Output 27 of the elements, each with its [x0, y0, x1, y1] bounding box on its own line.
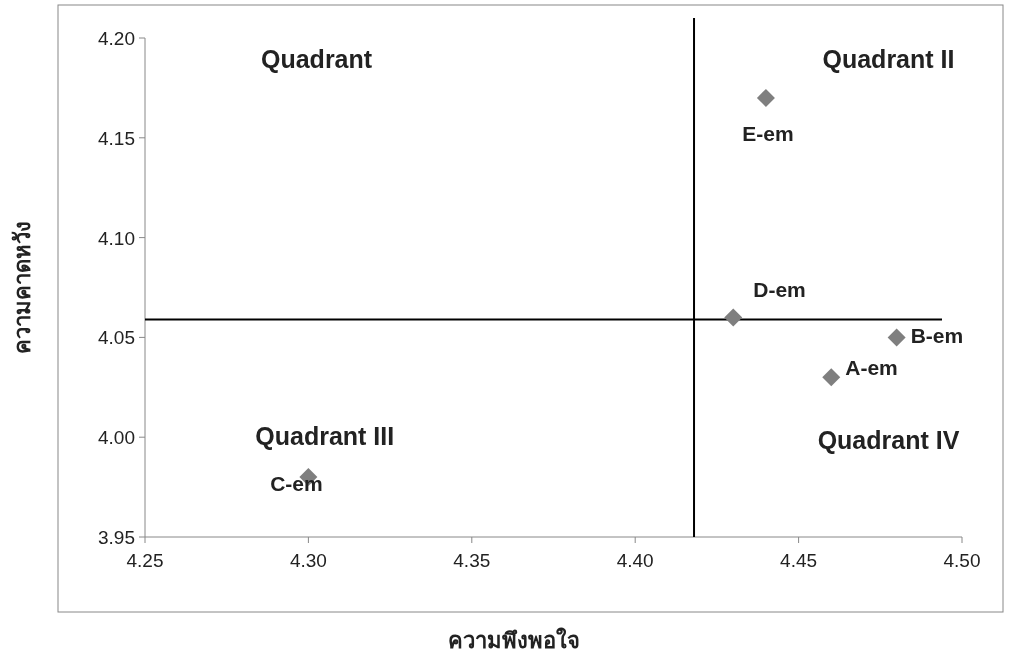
annotation: Quadrant	[261, 45, 373, 73]
y-tick-label: 4.05	[98, 327, 135, 349]
annotation: D-em	[753, 278, 806, 302]
annotation: E-em	[742, 121, 794, 145]
y-tick-label: 4.15	[98, 127, 135, 149]
x-tick-label: 4.35	[453, 550, 491, 571]
annotation: Quadrant III	[255, 422, 395, 450]
annotation: C-em	[270, 472, 323, 496]
x-tick-label: 4.25	[126, 550, 164, 571]
x-tick-label: 4.50	[943, 550, 981, 571]
x-tick-label: 4.30	[289, 550, 327, 571]
point	[724, 308, 743, 327]
y-axis-title: ความคาดหวัง	[10, 221, 35, 354]
point	[756, 88, 775, 107]
point	[822, 368, 841, 387]
x-tick-label: 4.45	[780, 550, 818, 571]
point	[887, 328, 906, 347]
y-tick-label: 4.00	[98, 427, 135, 449]
annotation: Quadrant II	[822, 45, 955, 73]
annotation: A-em	[845, 356, 898, 380]
y-tick-label: 4.10	[98, 227, 135, 249]
x-tick-label: 4.40	[616, 550, 654, 571]
y-tick-label: 4.20	[98, 28, 135, 49]
annotation: Quadrant IV	[817, 426, 960, 454]
y-tick-label: 3.95	[98, 527, 135, 548]
annotation: B-em	[910, 324, 964, 348]
x-axis-title: ความพึงพอใจ	[447, 627, 580, 653]
